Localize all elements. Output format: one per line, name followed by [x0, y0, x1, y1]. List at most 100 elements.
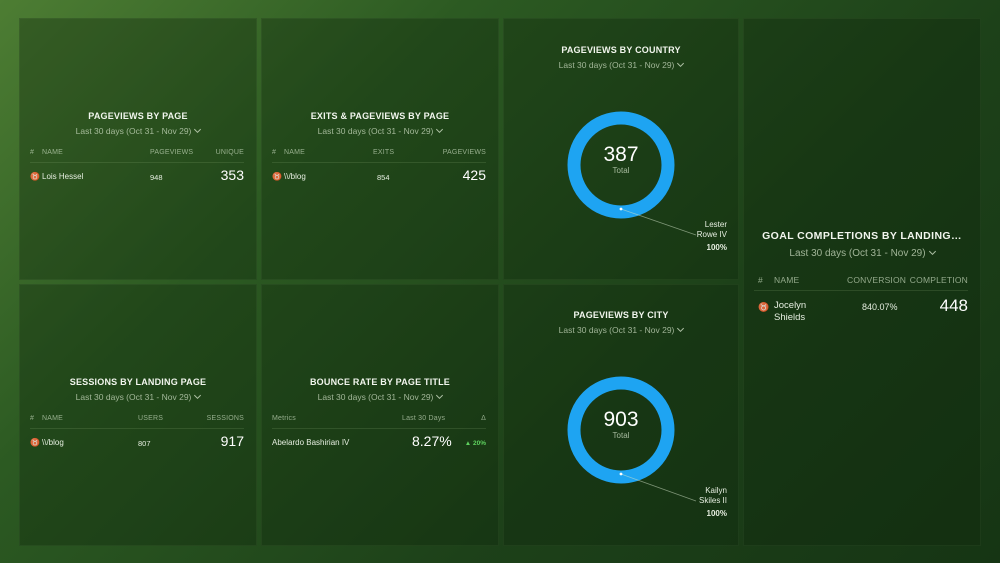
chevron-down-icon: [436, 125, 444, 134]
table-header: # NAME EXITS PAGEVIEWS: [272, 149, 486, 163]
row-name: Jocelyn Shields: [774, 300, 806, 324]
row-delta: ▲ 20%: [464, 440, 486, 447]
date-range-dropdown[interactable]: Last 30 days (Oct 31 - Nov 29): [262, 125, 498, 136]
medal-icon: ♉: [758, 302, 770, 312]
col-completion: COMPLETION: [909, 275, 968, 285]
date-range-dropdown[interactable]: Last 30 days (Oct 31 - Nov 29): [744, 247, 980, 259]
widget-title: GOAL COMPLETIONS BY LANDING…: [762, 230, 962, 242]
col-name: NAME: [42, 415, 64, 422]
legend-percent: 100%: [706, 509, 727, 518]
legend-name-2: Rowe IV: [696, 230, 727, 239]
row-name: \\/blog: [284, 172, 306, 181]
col-rank: #: [758, 275, 763, 285]
widget-sessions-by-landing-page: SESSIONS BY LANDING PAGE Last 30 days (O…: [19, 284, 257, 546]
table-header: Metrics Last 30 Days Δ: [272, 415, 486, 429]
donut-chart: [567, 376, 697, 502]
col-users: USERS: [138, 415, 164, 422]
legend-percent: 100%: [706, 243, 727, 252]
legend-name: Lester: [704, 220, 727, 229]
table-row[interactable]: ♉ Lois Hessel 948 353: [30, 167, 244, 189]
widget-pageviews-by-country: PAGEVIEWS BY COUNTRY Last 30 days (Oct 3…: [503, 18, 739, 280]
table-row[interactable]: ♉ \\/blog 854 425: [272, 167, 486, 189]
table-header: # NAME CONVERSION COMPLETION: [754, 275, 968, 291]
date-range-label: Last 30 days (Oct 31 - Nov 29): [558, 60, 675, 70]
col-rank: #: [272, 149, 277, 156]
row-name-line1: Jocelyn: [774, 300, 807, 311]
leader-dot: [619, 207, 623, 211]
widget-title: BOUNCE RATE BY PAGE TITLE: [309, 377, 450, 387]
widget-title: PAGEVIEWS BY CITY: [573, 310, 669, 320]
table-header: # NAME USERS SESSIONS: [30, 415, 244, 429]
donut-total: 903 Total: [581, 408, 661, 441]
donut-total: 387 Total: [581, 143, 661, 176]
donut-ring[interactable]: [567, 376, 675, 484]
donut-chart: [567, 111, 697, 236]
widget-title: SESSIONS BY LANDING PAGE: [69, 377, 207, 387]
col-last-30-days: Last 30 Days: [402, 415, 446, 422]
table-header: # NAME PAGEVIEWS UNIQUE: [30, 149, 244, 163]
date-range-dropdown[interactable]: Last 30 days (Oct 31 - Nov 29): [504, 324, 738, 335]
widget-title: PAGEVIEWS BY PAGE: [88, 111, 188, 121]
date-range-dropdown[interactable]: Last 30 days (Oct 31 - Nov 29): [262, 391, 498, 402]
date-range-label: Last 30 days (Oct 31 - Nov 29): [789, 248, 926, 259]
row-value: 8.27%: [412, 433, 452, 449]
col-conversion: CONVERSION: [847, 275, 907, 285]
widget-title: PAGEVIEWS BY COUNTRY: [561, 45, 681, 55]
date-range-label: Last 30 days (Oct 31 - Nov 29): [317, 126, 434, 136]
row-pageviews: 425: [462, 167, 486, 183]
table-row[interactable]: ♉ \\/blog 807 917: [30, 433, 244, 455]
col-name: NAME: [42, 149, 64, 156]
medal-icon: ♉: [30, 438, 40, 447]
chevron-down-icon: [928, 247, 936, 256]
date-range-label: Last 30 days (Oct 31 - Nov 29): [558, 325, 675, 335]
col-metrics: Metrics: [272, 415, 296, 422]
legend-leader-line: [620, 208, 697, 236]
total-value: 387: [603, 143, 639, 166]
widget-goal-completions: GOAL COMPLETIONS BY LANDING… Last 30 day…: [743, 18, 981, 546]
col-delta: Δ: [481, 415, 486, 422]
row-name: Abelardo Bashirian IV: [272, 438, 350, 447]
row-conversion: 840.07%: [862, 302, 898, 312]
chevron-down-icon: [194, 125, 202, 134]
widget-exits-pageviews-by-page: EXITS & PAGEVIEWS BY PAGE Last 30 days (…: [261, 18, 499, 280]
legend-leader-line: [620, 473, 697, 502]
date-range-label: Last 30 days (Oct 31 - Nov 29): [75, 392, 192, 402]
date-range-label: Last 30 days (Oct 31 - Nov 29): [317, 392, 434, 402]
row-completion: 448: [939, 296, 968, 315]
row-name-line2: Shields: [774, 312, 806, 323]
row-name: Lois Hessel: [42, 172, 84, 181]
col-name: NAME: [284, 149, 306, 156]
row-sessions: 917: [220, 433, 244, 449]
col-unique: UNIQUE: [215, 149, 244, 156]
table-row[interactable]: ♉ Jocelyn Shields 840.07% 448: [754, 296, 968, 329]
medal-icon: ♉: [272, 172, 282, 181]
date-range-dropdown[interactable]: Last 30 days (Oct 31 - Nov 29): [20, 391, 256, 402]
total-label: Total: [612, 166, 630, 175]
col-pageviews: PAGEVIEWS: [442, 149, 486, 156]
donut-legend: Kailyn Skiles II 100%: [699, 486, 727, 519]
row-exits: 854: [377, 173, 390, 182]
col-pageviews: PAGEVIEWS: [150, 149, 194, 156]
col-rank: #: [30, 149, 35, 156]
table-row[interactable]: Abelardo Bashirian IV 8.27% ▲ 20%: [272, 433, 486, 455]
widget-title: EXITS & PAGEVIEWS BY PAGE: [310, 111, 450, 121]
widget-bounce-rate-by-page-title: BOUNCE RATE BY PAGE TITLE Last 30 days (…: [261, 284, 499, 546]
row-pageviews: 948: [150, 173, 163, 182]
chevron-down-icon: [194, 391, 202, 400]
date-range-dropdown[interactable]: Last 30 days (Oct 31 - Nov 29): [20, 125, 256, 136]
medal-icon: ♉: [30, 172, 40, 181]
row-unique: 353: [220, 167, 244, 183]
date-range-label: Last 30 days (Oct 31 - Nov 29): [75, 126, 192, 136]
col-sessions: SESSIONS: [206, 415, 244, 422]
row-users: 807: [138, 439, 151, 448]
legend-name-2: Skiles II: [698, 496, 727, 505]
total-value: 903: [603, 408, 639, 431]
donut-legend: Lester Rowe IV 100%: [697, 220, 727, 253]
col-name: NAME: [774, 275, 800, 285]
widget-pageviews-by-city: PAGEVIEWS BY CITY Last 30 days (Oct 31 -…: [503, 284, 739, 546]
widget-pageviews-by-page: PAGEVIEWS BY PAGE Last 30 days (Oct 31 -…: [19, 18, 257, 280]
legend-name: Kailyn: [705, 486, 727, 495]
chevron-down-icon: [436, 391, 444, 400]
date-range-dropdown[interactable]: Last 30 days (Oct 31 - Nov 29): [504, 59, 738, 70]
donut-ring[interactable]: [567, 111, 675, 219]
